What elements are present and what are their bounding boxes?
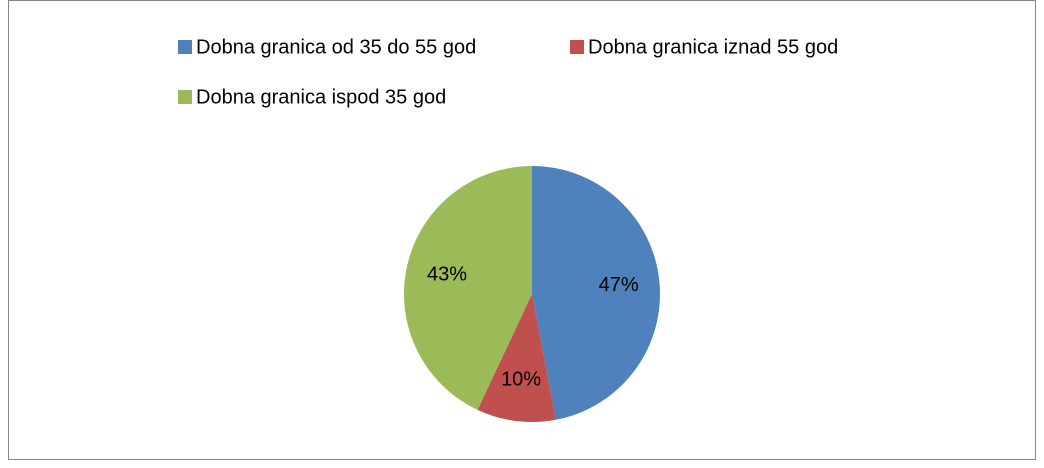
- legend-label: Dobna granica od 35 do 55 god: [196, 36, 476, 58]
- legend-label: Dobna granica iznad 55 god: [588, 36, 838, 58]
- pie-slice: [532, 166, 660, 420]
- legend-label: Dobna granica ispod 35 god: [196, 86, 446, 108]
- pie-slice: [404, 166, 532, 410]
- pie-slice: [477, 294, 556, 422]
- legend-swatch: [570, 40, 584, 54]
- data-label: 43%: [427, 263, 467, 285]
- data-label: 10%: [501, 369, 541, 391]
- legend-swatch: [178, 40, 192, 54]
- legend-swatch: [178, 90, 192, 104]
- data-label: 47%: [599, 274, 639, 296]
